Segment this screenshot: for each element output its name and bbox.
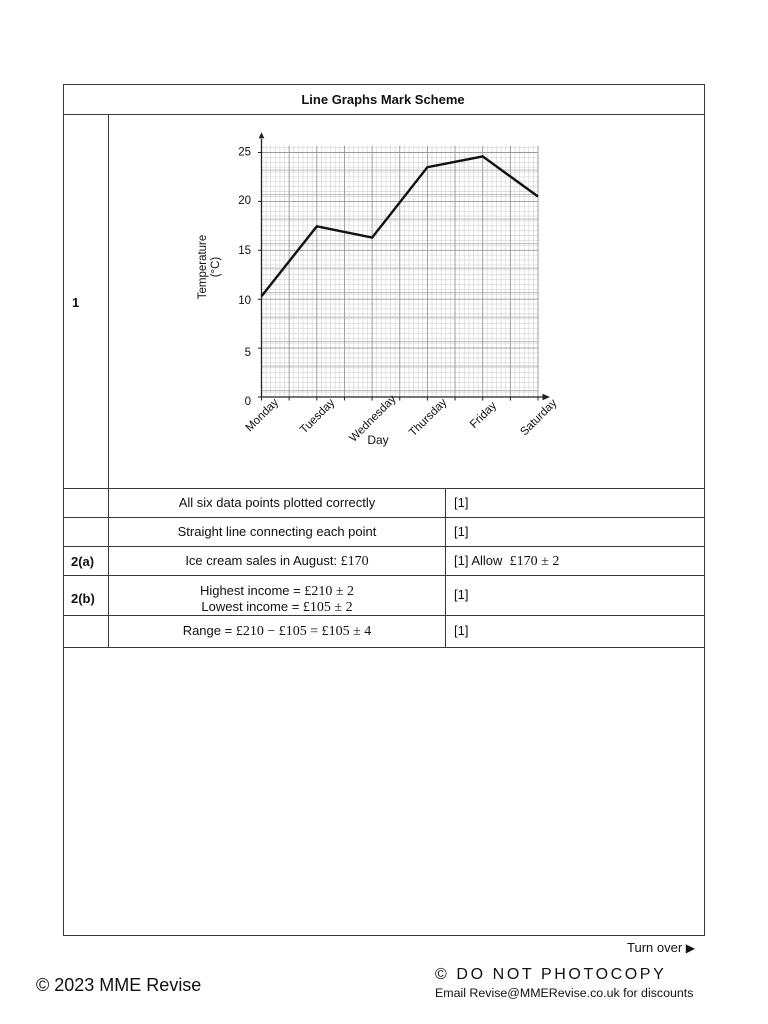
- svg-text:Friday: Friday: [468, 400, 499, 431]
- svg-text:(°C): (°C): [210, 257, 222, 278]
- svg-text:Saturday: Saturday: [518, 397, 559, 438]
- svg-text:0: 0: [245, 396, 251, 408]
- svg-text:Tuesday: Tuesday: [298, 397, 338, 437]
- svg-text:20: 20: [238, 195, 251, 207]
- svg-text:Thursday: Thursday: [407, 396, 450, 439]
- svg-text:10: 10: [238, 295, 251, 307]
- svg-text:25: 25: [238, 147, 251, 159]
- svg-text:15: 15: [238, 245, 251, 257]
- svg-text:Temperature: Temperature: [197, 235, 209, 300]
- svg-text:Day: Day: [367, 433, 388, 447]
- svg-text:5: 5: [245, 347, 251, 359]
